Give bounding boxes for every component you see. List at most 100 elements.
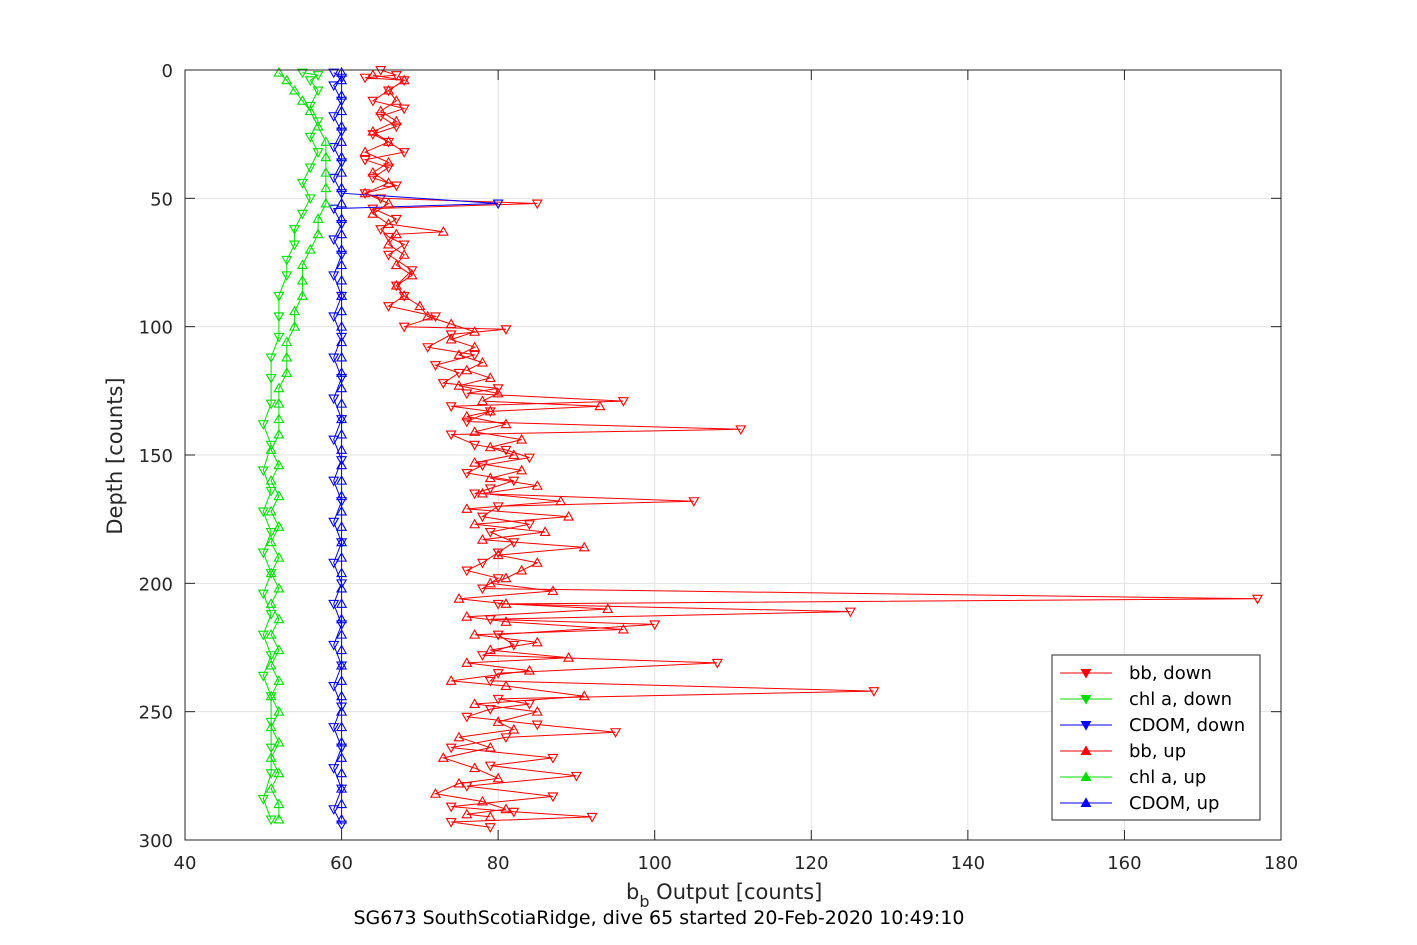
tick-labels: 40 60 80 100 120 140 160 180 0 50 100 150 200 250 300 bbox=[139, 61, 1299, 874]
data-point bbox=[563, 510, 575, 521]
data-point bbox=[547, 792, 559, 803]
data-point bbox=[461, 389, 473, 400]
data-point bbox=[422, 310, 434, 321]
data-point bbox=[476, 795, 489, 806]
data-point bbox=[289, 225, 301, 235]
data-point bbox=[382, 238, 395, 249]
data-point bbox=[555, 495, 567, 506]
x-axis-label-main: b bbox=[626, 880, 639, 904]
data-point bbox=[336, 644, 348, 655]
data-point bbox=[476, 487, 489, 498]
data-point bbox=[398, 249, 410, 259]
data-point bbox=[328, 558, 340, 569]
data-point bbox=[469, 762, 481, 773]
data-point bbox=[296, 95, 308, 105]
data-point bbox=[273, 428, 285, 439]
data-point bbox=[336, 336, 348, 347]
data-point bbox=[336, 120, 348, 131]
legend-label: bb, down bbox=[1129, 663, 1212, 684]
data-point bbox=[508, 538, 520, 548]
legend-marker bbox=[1080, 669, 1092, 679]
data-point bbox=[508, 807, 520, 818]
data-point bbox=[336, 182, 348, 193]
data-point bbox=[296, 274, 308, 285]
data-point bbox=[367, 166, 379, 177]
data-point bbox=[484, 441, 496, 452]
data-point bbox=[602, 603, 614, 613]
data-point bbox=[461, 364, 473, 375]
data-point bbox=[304, 194, 316, 205]
data-point bbox=[273, 736, 285, 747]
data-point bbox=[382, 302, 395, 312]
data-point bbox=[375, 66, 387, 76]
data-point bbox=[328, 599, 340, 610]
data-point bbox=[523, 520, 536, 531]
data-point bbox=[257, 548, 269, 559]
data-point bbox=[437, 752, 449, 762]
data-point bbox=[265, 815, 277, 826]
data-point bbox=[273, 613, 285, 624]
data-point bbox=[445, 430, 457, 441]
legend-marker bbox=[1080, 695, 1092, 705]
data-point bbox=[382, 232, 395, 243]
data-point bbox=[336, 151, 348, 162]
data-point bbox=[406, 266, 418, 276]
data-point bbox=[429, 361, 442, 371]
data-point bbox=[500, 418, 512, 429]
data-point bbox=[336, 675, 348, 685]
data-point bbox=[398, 74, 410, 85]
data-point bbox=[492, 574, 504, 584]
data-point bbox=[336, 243, 348, 254]
data-point bbox=[273, 798, 285, 809]
x-tick-label: 80 bbox=[487, 853, 510, 874]
data-point bbox=[453, 368, 465, 379]
data-point bbox=[281, 271, 293, 282]
data-point bbox=[711, 658, 723, 669]
data-point bbox=[844, 607, 856, 618]
data-point bbox=[304, 101, 316, 112]
data-point bbox=[257, 507, 269, 518]
dive-caption: SG673 SouthScotiaRidge, dive 65 started … bbox=[353, 907, 964, 929]
data-point bbox=[390, 228, 402, 239]
data-point bbox=[304, 163, 316, 174]
data-point bbox=[265, 567, 277, 578]
x-tick-label: 160 bbox=[1107, 853, 1141, 874]
data-point bbox=[336, 798, 348, 809]
y-tick-label: 100 bbox=[139, 318, 173, 339]
data-point bbox=[437, 379, 449, 389]
data-point bbox=[469, 456, 481, 467]
data-point bbox=[336, 474, 348, 485]
data-point bbox=[336, 820, 348, 831]
data-point bbox=[868, 687, 880, 697]
data-point bbox=[469, 341, 481, 352]
data-point bbox=[304, 243, 316, 254]
data-point bbox=[594, 400, 606, 411]
data-point bbox=[390, 259, 402, 270]
data-point bbox=[336, 428, 348, 439]
data-point bbox=[336, 74, 348, 85]
data-point bbox=[508, 449, 520, 459]
data-point bbox=[320, 166, 332, 177]
y-tick-label: 150 bbox=[139, 446, 173, 467]
legend-marker bbox=[1080, 797, 1092, 807]
data-point bbox=[320, 151, 332, 162]
data-point bbox=[492, 199, 504, 210]
data-point bbox=[265, 659, 277, 670]
data-point bbox=[328, 271, 340, 282]
data-point bbox=[265, 399, 277, 410]
data-point bbox=[328, 312, 340, 323]
legend: bb, down chl a, down CDOM, down bb, up chl a… bbox=[1051, 654, 1261, 821]
data-point bbox=[273, 551, 285, 562]
data-point bbox=[476, 533, 489, 544]
data-point bbox=[531, 199, 543, 210]
x-axis-label-subscript: b bbox=[639, 892, 649, 911]
data-point bbox=[336, 413, 348, 424]
data-point bbox=[547, 753, 559, 764]
data-point bbox=[445, 675, 457, 685]
data-point bbox=[265, 769, 277, 779]
data-point bbox=[273, 644, 285, 655]
data-point bbox=[570, 771, 582, 782]
data-point bbox=[476, 356, 489, 367]
data-point bbox=[461, 503, 473, 513]
data-point bbox=[375, 105, 387, 116]
